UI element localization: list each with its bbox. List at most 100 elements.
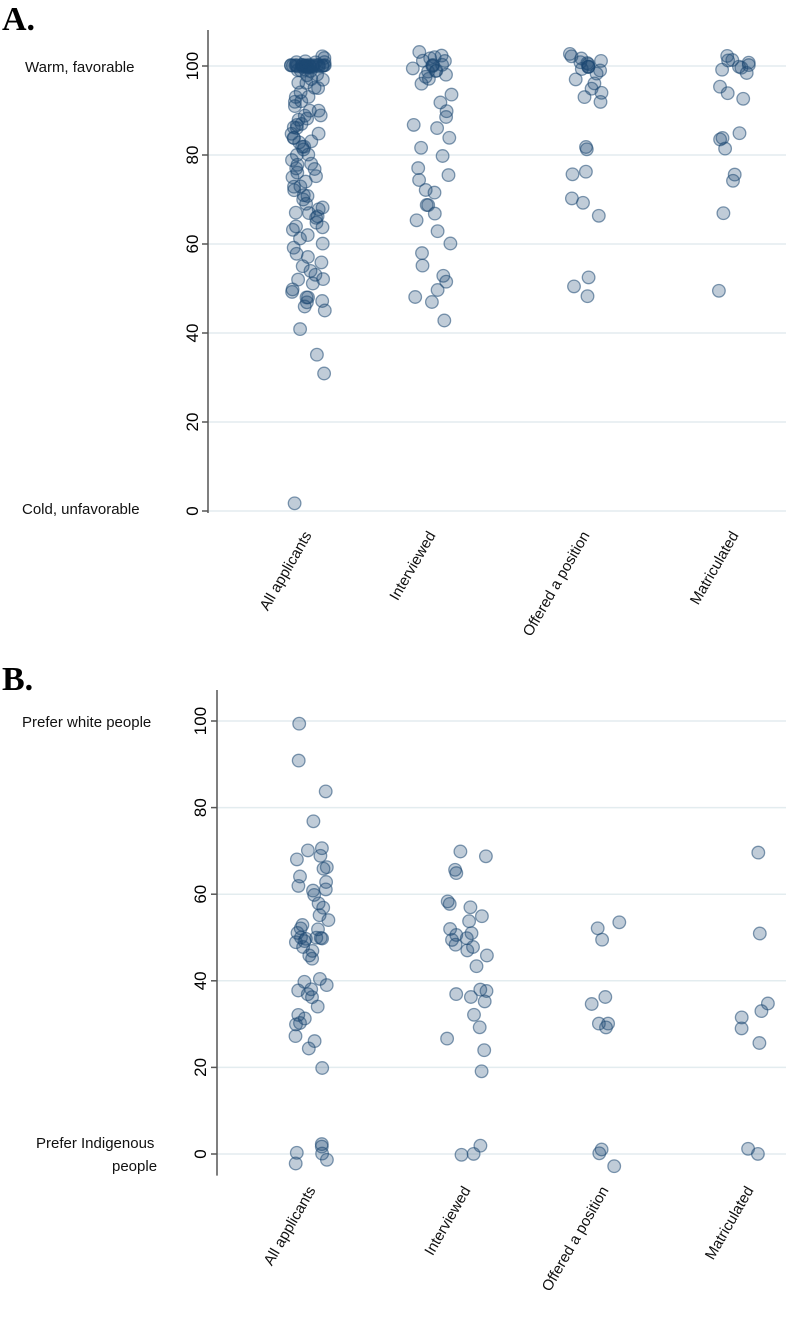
panel-b-point-interviewed [460,943,475,958]
panel-b-top-label: Prefer white people [22,714,151,731]
panel-a-point-interviewed [412,45,427,59]
panel-a-point-interviewed [441,168,456,183]
panel-b-point-all-applicants [301,1041,316,1056]
panel-b-point-all-applicants [291,753,306,768]
panel-b-point-interviewed [467,1007,481,1022]
panel-a-point-interviewed [408,290,423,304]
panel-a-point-matriculated [736,91,751,106]
panel-b-point-matriculated [751,845,766,860]
panel-a-point-interviewed [405,61,420,76]
panel-a-point-all-applicants [313,108,328,123]
panel-b-y-tick-label: 20 [191,1058,210,1077]
panel-a-point-interviewed [430,283,445,297]
panel-a-point-interviewed [439,274,454,289]
panel-b-point-all-applicants [289,852,304,867]
panel-a-y-tick-label: 40 [183,324,202,343]
panel-a-point-all-applicants [285,284,300,299]
panel-b-point-interviewed [474,1064,489,1079]
panel-b-point-interviewed [453,844,468,859]
panel-b-point-interviewed [449,866,464,881]
panel-b-point-matriculated [752,926,767,941]
panel-a-point-all-applicants [315,236,330,251]
panel-b-point-all-applicants [318,784,333,799]
panel-a-point-offered-a-position [580,289,595,304]
panel-b-point-all-applicants [289,1017,303,1032]
panel-a-category-label: Interviewed [386,529,439,604]
panel-a-point-all-applicants [308,267,323,282]
panel-b-point-all-applicants [315,931,330,946]
panel-b-point-matriculated [752,1036,767,1050]
panel-a-point-all-applicants [287,99,302,114]
panel-b-point-offered-a-position [607,1159,622,1174]
panel-a-point-all-applicants [289,148,304,162]
panel-b-point-offered-a-position [612,915,627,930]
panel-b-point-offered-a-position [595,932,610,947]
panel-b-point-interviewed [463,990,478,1004]
panel-b-y-tick-label: 40 [191,971,210,990]
panel-b-point-interviewed [479,984,494,998]
panel-a-point-matriculated [741,58,756,73]
panel-b-point-matriculated [750,1146,765,1161]
panel-a-point-offered-a-position [579,142,594,157]
panel-b-point-all-applicants [310,999,325,1014]
panel-a-point-interviewed [414,140,429,155]
panel-b-point-offered-a-position [599,1020,613,1035]
panel-b-point-all-applicants [305,951,320,966]
panel-b-point-matriculated [734,1021,749,1036]
panel-a-point-interviewed [437,313,452,328]
panel-b-point-all-applicants [315,1061,330,1075]
panel-a-point-matriculated [711,283,726,298]
panel-a-point-interviewed [406,117,421,132]
panel-a-point-offered-a-position [568,72,583,87]
panel-a-point-matriculated [739,66,754,80]
panel-a-y-tick-label: 60 [183,235,202,254]
panel-b-point-offered-a-position [592,1146,607,1161]
panel-a-point-all-applicants [311,81,326,96]
panel-b-point-all-applicants [300,843,315,858]
panel-a-top-label: Warm, favorable [25,59,134,76]
panel-a-y-tick-label: 0 [183,506,202,515]
panel-a-point-offered-a-position [577,90,592,105]
panel-a-point-offered-a-position [565,167,580,182]
panel-b-point-interviewed [454,1147,469,1162]
panel-a-y-tick-label: 100 [183,52,202,80]
panel-a-point-all-applicants [288,205,303,220]
panel-a-point-matriculated [726,173,740,188]
panel-b-point-all-applicants [319,978,334,993]
panel-b-point-all-applicants [288,1029,303,1044]
panel-b-point-all-applicants [318,882,333,897]
panel-a-point-interviewed [427,206,442,221]
panel-b-label: B. [2,661,33,698]
panel-a-point-all-applicants [305,276,320,291]
panel-a-label: A. [2,1,35,38]
panel-b-point-offered-a-position [591,1016,606,1031]
panel-b-point-all-applicants [288,1156,303,1171]
panel-b-point-interviewed [474,909,489,924]
panel-b-point-matriculated [734,1010,749,1025]
panel-a-y-tick-label: 80 [183,146,202,165]
panel-a-point-interviewed [444,87,459,102]
panel-b-y-tick-label: 0 [191,1149,210,1158]
panel-a-point-matriculated [718,141,733,156]
panel-a-point-offered-a-position [591,208,606,223]
panel-b-point-all-applicants [291,878,306,893]
panel-a-point-interviewed [443,236,458,251]
panel-a-point-interviewed [421,71,436,86]
panel-b-point-matriculated [754,1004,769,1019]
panel-b-point-all-applicants [313,848,328,863]
panel-a-point-all-applicants [317,51,332,65]
panel-b-point-all-applicants [288,935,303,950]
panel-b-point-interviewed [469,959,484,974]
panel-b-point-offered-a-position [590,921,605,936]
panel-b-point-all-applicants [306,814,321,829]
panel-b-category-label: Matriculated [702,1184,758,1263]
panel-a-point-matriculated [720,86,735,101]
panel-a-point-all-applicants [314,255,329,270]
panel-b-point-all-applicants [307,887,322,902]
panel-a-point-interviewed [412,173,427,187]
panel-a-point-matriculated [716,206,731,221]
panel-b-point-all-applicants [314,1139,329,1154]
panel-a-point-interviewed [414,76,429,91]
panel-a-point-offered-a-position [578,164,593,179]
panel-b-point-interviewed [442,896,457,911]
